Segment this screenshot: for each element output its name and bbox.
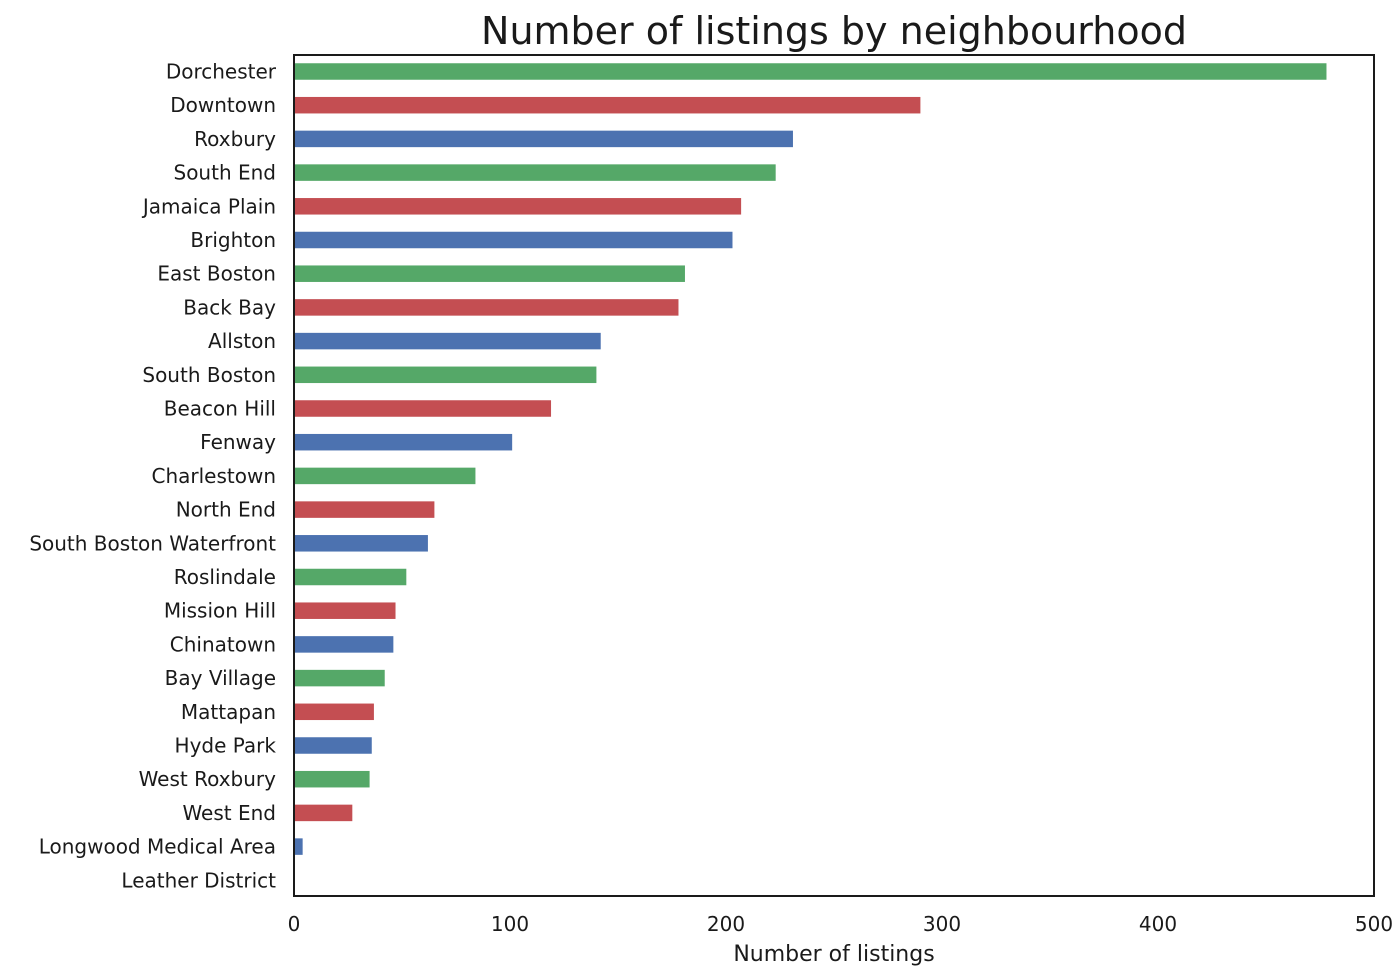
plot-frame [293,54,1375,897]
x-tick-labels: 0 100 200 300 400 500 [288,912,1393,936]
x-axis-label: Number of listings [733,942,934,967]
y-tick-label: Mission Hill [164,599,276,623]
y-tick-label: Back Bay [183,295,276,319]
y-tick-label: Brighton [190,228,276,252]
bar [294,400,552,417]
bar [294,838,303,855]
bar [294,568,407,586]
y-tick-label: West Roxbury [139,767,277,791]
y-tick-label: South End [174,161,277,185]
bar [294,770,370,788]
y-tick-label: Charlestown [151,464,276,488]
y-tick-label: Dorchester [166,60,277,84]
y-tick-labels: Dorchester Downtown Roxbury South End Jamaic… [29,60,276,893]
bar [294,299,679,316]
x-tick-label: 0 [288,912,301,936]
chart-title: Number of listings by neighbourhood [481,9,1187,53]
x-tick-label: 200 [707,912,745,936]
bar [294,703,374,721]
y-tick-label: Fenway [200,430,276,454]
x-tick-label: 300 [923,912,961,936]
y-tick-label: East Boston [157,262,276,286]
bar [294,164,776,181]
y-tick-label: Mattapan [181,700,276,724]
y-tick-label: Longwood Medical Area [39,835,276,859]
y-tick-label: Jamaica Plain [141,194,276,218]
y-tick-label: Roxbury [194,127,276,151]
bars-group [294,63,1327,855]
bar [294,332,601,350]
y-tick-label: West End [182,801,276,825]
y-tick-label: Chinatown [170,632,276,656]
bar [294,231,733,249]
bar [294,130,793,148]
y-tick-label: Bay Village [165,666,276,690]
bar [294,669,385,687]
bar [294,265,685,282]
y-tick-label: North End [176,498,276,522]
x-tick-label: 500 [1355,912,1393,936]
y-tick-label: Leather District [121,868,276,892]
bar [294,366,597,384]
x-tick-label: 100 [491,912,529,936]
bar [294,636,394,653]
bar [294,602,396,619]
bar [294,535,428,552]
y-tick-label: South Boston Waterfront [29,531,276,555]
bar [294,433,513,451]
bar [294,804,353,822]
y-tick-label: Hyde Park [175,734,277,758]
x-tick-label: 400 [1139,912,1177,936]
bar [294,501,435,518]
y-tick-label: South Boston [142,363,276,387]
bar [294,198,742,215]
y-tick-label: Roslindale [174,565,276,589]
y-tick-label: Allston [208,329,276,353]
bar [294,96,921,114]
y-tick-label: Beacon Hill [164,397,276,421]
bar [294,737,372,754]
bar [294,63,1327,80]
y-tick-label: Downtown [170,93,276,117]
bar [294,467,476,485]
